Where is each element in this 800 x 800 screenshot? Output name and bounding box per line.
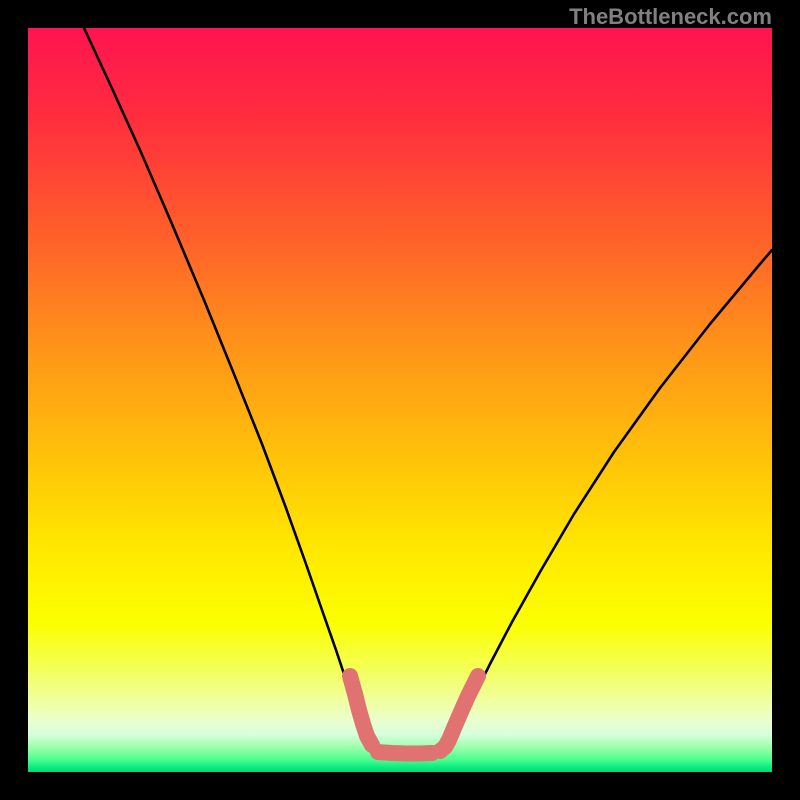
- optimal-zone-segment: [378, 752, 432, 754]
- plot-background: [28, 28, 772, 772]
- watermark-label: TheBottleneck.com: [569, 4, 772, 30]
- chart-frame: TheBottleneck.com: [0, 0, 800, 800]
- bottleneck-chart: [0, 0, 800, 800]
